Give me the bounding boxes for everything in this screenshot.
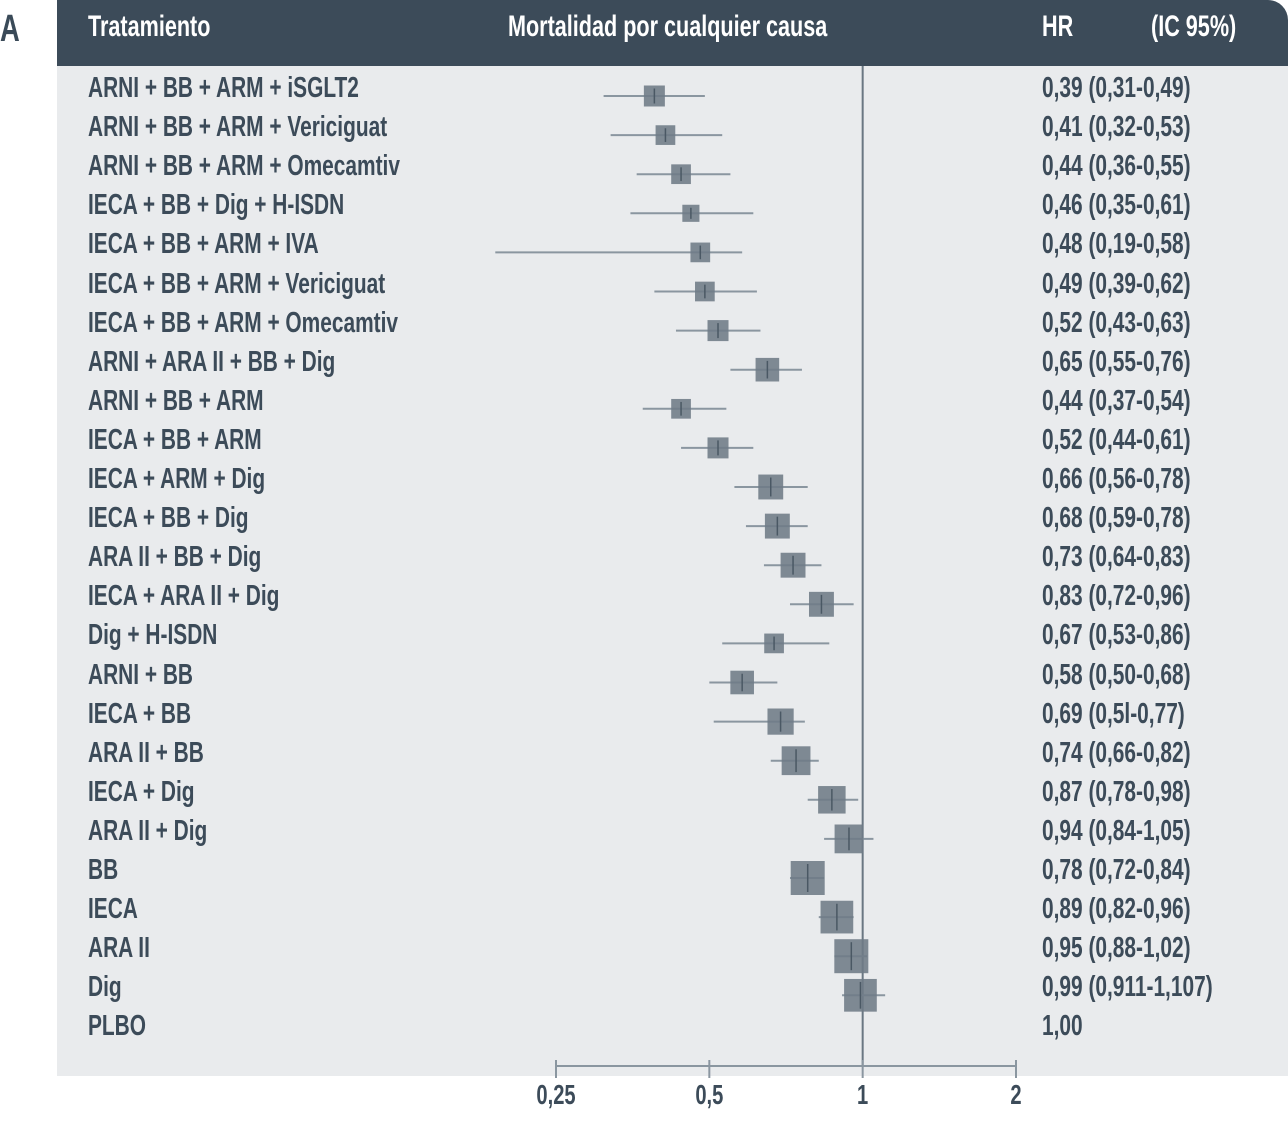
row-hr-value: 0,44 (0,36-0,55) (1042, 150, 1191, 183)
row-hr-value: 0,41 (0,32-0,53) (1042, 111, 1191, 144)
row-hr-value: 0,66 (0,56-0,78) (1042, 463, 1191, 495)
x-tick-label: 0,5 (695, 1080, 723, 1111)
row-hr-value: 0,67 (0,53-0,86) (1042, 619, 1191, 652)
row-hr-value: 0,48 (0,19-0,58) (1042, 228, 1191, 261)
row-label: IECA + BB + Dig (88, 502, 249, 535)
header-hr: HR (1042, 10, 1074, 43)
row-label: IECA + BB + ARM (88, 423, 262, 456)
x-tick-label: 1 (857, 1080, 868, 1111)
row-hr-value: 0,39 (0,31-0,49) (1042, 72, 1191, 104)
row-label: ARA II (88, 932, 150, 965)
row-label: IECA + ARA II + Dig (88, 580, 280, 613)
row-hr-value: 0,74 (0,66-0,82) (1042, 736, 1191, 769)
row-label: Dig (88, 971, 122, 1004)
row-label: IECA + BB (88, 697, 192, 730)
plot-background (57, 66, 1288, 1076)
row-label: PLBO (88, 1010, 147, 1043)
row-label: IECA + ARM + Dig (88, 463, 266, 495)
row-hr-value: 0,52 (0,44-0,61) (1042, 423, 1191, 456)
row-hr-value: 0,87 (0,78-0,98) (1042, 775, 1191, 808)
row-hr-value: 0,52 (0,43-0,63) (1042, 306, 1191, 339)
table-header: Tratamiento Mortalidad por cualquier cau… (57, 0, 1288, 66)
row-label: ARNI + BB (88, 658, 193, 691)
row-hr-value: 0,78 (0,72-0,84) (1042, 854, 1191, 886)
forest-plot-svg: 0,25 0,5 1 2 (495, 66, 1022, 1111)
row-hr-value: 0,58 (0,50-0,68) (1042, 658, 1191, 691)
row-hr-value: 0,89 (0,82-0,96) (1042, 893, 1191, 926)
row-label: IECA (88, 893, 138, 926)
row-hr-value: 0,73 (0,64-0,83) (1042, 541, 1191, 574)
panel-letter: A (0, 8, 20, 50)
row-hr-value: 0,94 (0,84-1,05) (1042, 814, 1191, 847)
row-hr-value: 0,49 (0,39-0,62) (1042, 267, 1191, 300)
row-hr-value: 0,69 (0,5l-0,77) (1042, 697, 1185, 730)
row-label: ARNI + BB + ARM + iSGLT2 (88, 72, 359, 104)
row-hr-value: 1,00 (1042, 1010, 1083, 1043)
forest-plot-figure: Tratamiento Mortalidad por cualquier cau… (57, 0, 1288, 1142)
x-tick-label: 0,25 (536, 1080, 575, 1111)
row-hr-value: 0,68 (0,59-0,78) (1042, 502, 1191, 535)
row-label: IECA + BB + Dig + H-ISDN (88, 189, 345, 222)
row-label: IECA + BB + ARM + Omecamtiv (88, 306, 399, 339)
row-label: ARNI + BB + ARM + Vericiguat (88, 111, 388, 144)
header-ci: (IC 95%) (1151, 10, 1237, 43)
row-hr-value: 0,99 (0,911-1,107) (1042, 971, 1213, 1004)
x-tick-label: 2 (1010, 1080, 1021, 1111)
row-label: IECA + BB + ARM + Vericiguat (88, 267, 386, 300)
row-label: ARA II + Dig (88, 814, 208, 847)
row-hr-value: 0,65 (0,55-0,76) (1042, 345, 1191, 378)
row-label: IECA + BB + ARM + IVA (88, 228, 319, 261)
row-label: ARNI + ARA II + BB + Dig (88, 345, 336, 378)
row-label: ARNI + BB + ARM (88, 384, 264, 417)
row-hr-value: 0,95 (0,88-1,02) (1042, 932, 1191, 965)
row-label: ARA II + BB + Dig (88, 541, 262, 574)
row-hr-value: 0,83 (0,72-0,96) (1042, 580, 1191, 613)
row-hr-value: 0,44 (0,37-0,54) (1042, 384, 1191, 417)
row-label: Dig + H-ISDN (88, 619, 218, 652)
row-hr-value: 0,46 (0,35-0,61) (1042, 189, 1191, 222)
row-label: BB (88, 854, 119, 886)
header-treatment: Tratamiento (88, 10, 211, 43)
header-outcome: Mortalidad por cualquier causa (508, 10, 828, 43)
row-label: ARNI + BB + ARM + Omecamtiv (88, 150, 400, 183)
row-label: IECA + Dig (88, 775, 195, 808)
row-label: ARA II + BB (88, 736, 204, 769)
